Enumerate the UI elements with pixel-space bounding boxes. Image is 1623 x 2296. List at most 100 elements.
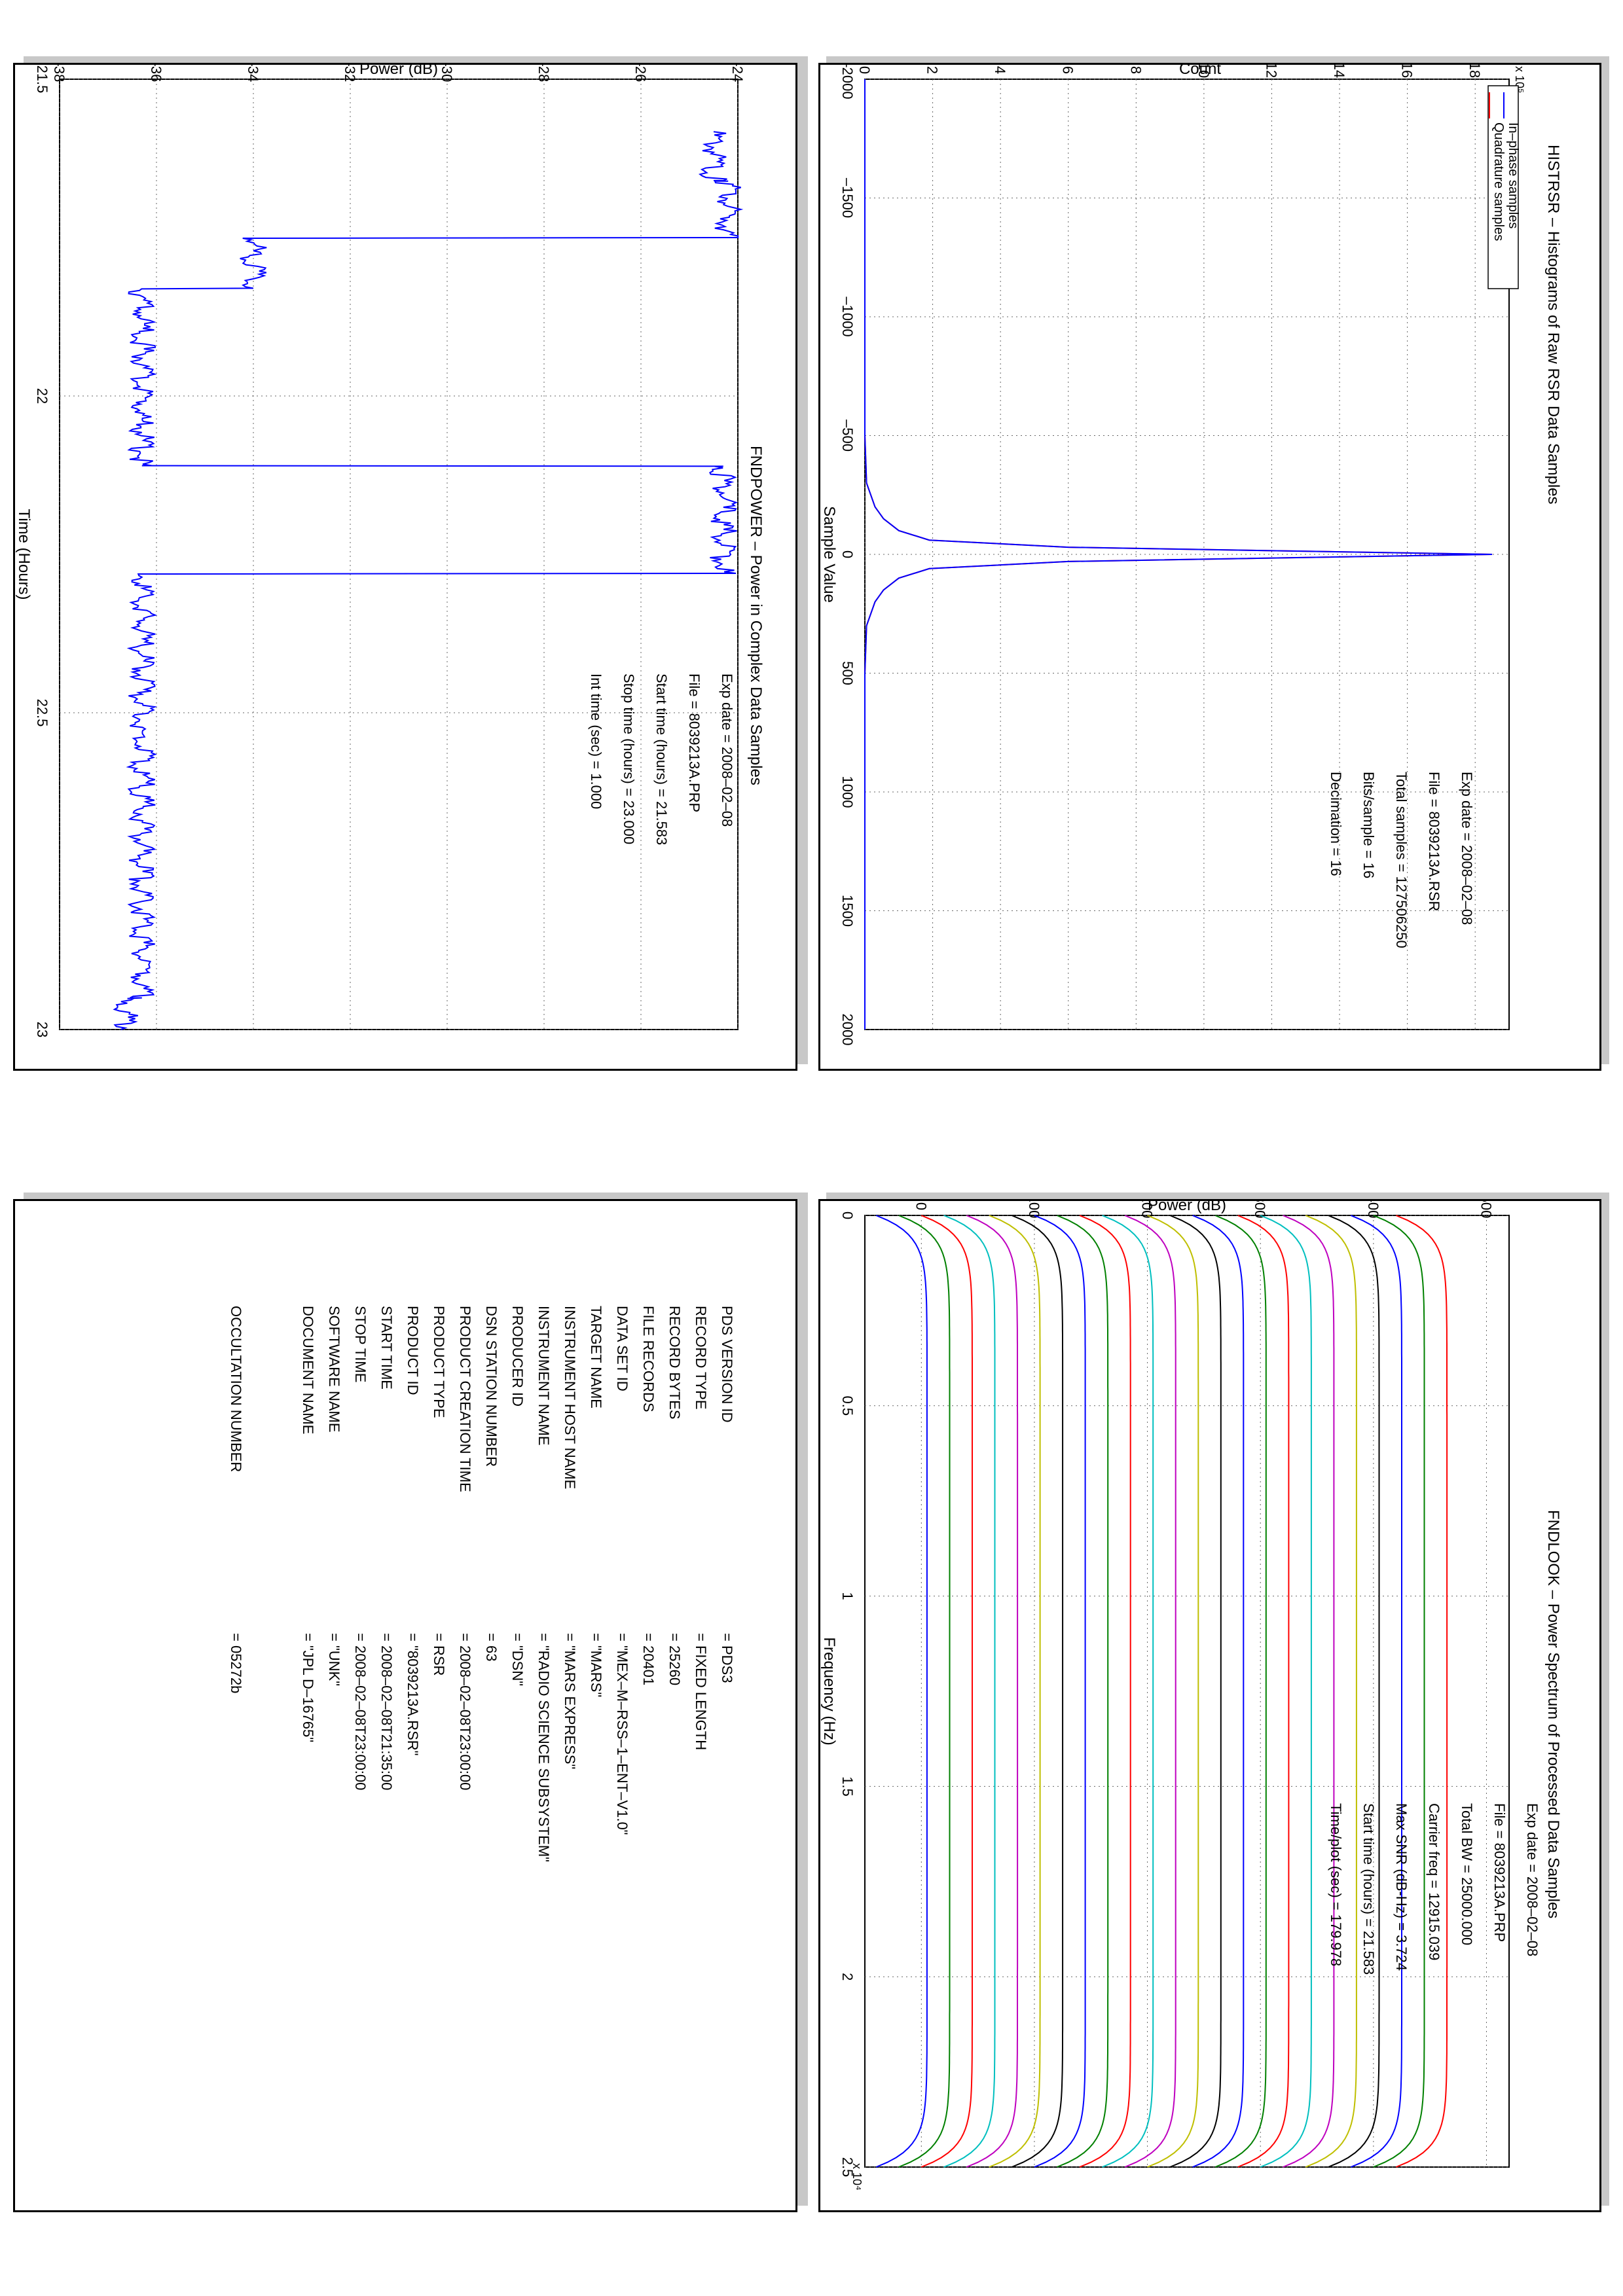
pds-label-text: PDS VERSION ID = PDS3 RECORD TYPE = FIXED L… <box>228 1306 735 1862</box>
series-line <box>1350 1215 1402 2168</box>
histogram-panel: –2000 –1500 –1000 –500 0 500 1000 1500 2000 0 2 4 6 8… <box>818 59 1601 1071</box>
y-tick-label: –30 <box>439 65 455 82</box>
label-value: = FIXED LENGTH <box>693 1633 709 1750</box>
x-tick-label: –500 <box>839 420 856 452</box>
label-key: PRODUCT CREATION TIME <box>457 1306 473 1492</box>
series-line <box>1034 1215 1086 2168</box>
plot-area <box>59 79 739 1030</box>
label-key: DOCUMENT NAME <box>300 1306 316 1434</box>
info-line: Time/plot (sec) = 179.978 <box>1328 1803 1344 1966</box>
x-tick-label: 2 <box>839 1973 856 1981</box>
x-axis-label: Sample Value <box>820 506 838 603</box>
y-tick-label: –34 <box>245 65 261 82</box>
y-tick-label: 2 <box>924 66 941 74</box>
label-value: = 63 <box>483 1633 500 1661</box>
series-line <box>1147 1215 1199 2168</box>
y-tick-label: 6 <box>1060 66 1076 74</box>
legend-label: Quadrature samples <box>1491 122 1506 241</box>
spectrum-panel: 0 0.5 1 1.5 2 2.5 0 100 200 300 400 500 x 10⁴ Power (… <box>818 1194 1601 2212</box>
series-line <box>1192 1215 1245 2168</box>
series-line <box>1102 1215 1154 2168</box>
y-tick-label: 18 <box>1467 65 1483 78</box>
label-value: = "8039213A.RSR" <box>405 1633 421 1755</box>
label-key: PDS VERSION ID <box>719 1306 735 1422</box>
y-tick-label: –26 <box>632 65 649 82</box>
y-tick-label: –36 <box>148 65 164 82</box>
y-tick-label: 10 <box>1195 65 1212 78</box>
y-tick-label: –32 <box>342 65 358 82</box>
label-key: STOP TIME <box>352 1306 369 1382</box>
label-key: SOFTWARE NAME <box>326 1306 342 1433</box>
x-tick-label: 1.5 <box>839 1776 856 1797</box>
label-value: = 25260 <box>666 1633 683 1685</box>
pds-label-panel: PDS VERSION ID = PDS3 RECORD TYPE = FIXED L… <box>13 1199 797 2212</box>
chart-title: FNDLOOK – Power Spectrum of Processed Da… <box>1544 1510 1562 1918</box>
y-tick-label: –28 <box>536 65 552 82</box>
series-line <box>1305 1215 1357 2168</box>
plot-area <box>864 1215 1510 2168</box>
x-tick-label: 0.5 <box>839 1396 856 1416</box>
series-line <box>1012 1215 1064 2168</box>
label-key: DATA SET ID <box>614 1306 630 1391</box>
series-line <box>921 1215 973 2168</box>
chart-title: FNDPOWER – Power in Complex Data Samples <box>747 446 765 785</box>
series-line <box>113 131 744 1030</box>
series-line <box>1396 1215 1448 2168</box>
series-line <box>898 1215 951 2168</box>
y-tick-label: 0 <box>856 66 873 74</box>
y-tick-label: –24 <box>729 65 746 82</box>
y-tick-label: 8 <box>1127 66 1144 74</box>
label-value: = 05272b <box>228 1633 244 1693</box>
x-tick-label: 23 <box>34 1022 50 1037</box>
info-line: File = 8039213A.PRP <box>686 673 702 812</box>
label-value: = "DSN" <box>509 1633 526 1686</box>
x-axis-label: Frequency (Hz) <box>820 1637 838 1745</box>
label-key: INSTRUMENT HOST NAME <box>562 1306 578 1489</box>
label-key: RECORD TYPE <box>693 1306 709 1410</box>
info-line: Exp date = 2008–02–08 <box>719 673 735 827</box>
label-key: INSTRUMENT NAME <box>536 1306 552 1446</box>
x-tick-label: 22.5 <box>34 699 50 727</box>
y-tick-label: 12 <box>1263 65 1279 78</box>
info-line: Exp date = 2008–02–08 <box>1459 772 1475 925</box>
label-key: PRODUCER ID <box>509 1306 526 1407</box>
info-line: Exp date = 2008–02–08 <box>1524 1803 1541 1956</box>
label-key: START TIME <box>378 1306 395 1390</box>
x-tick-label: 1000 <box>839 776 856 808</box>
series-line <box>1057 1215 1109 2168</box>
series-line <box>1373 1215 1425 2168</box>
y-axis-label: Power (dB) <box>1148 1201 1226 1214</box>
y-tick-label: 300 <box>1252 1201 1268 1218</box>
series-line <box>1283 1215 1335 2168</box>
series-line <box>1079 1215 1131 2168</box>
x-tick-label: 0 <box>839 550 856 558</box>
y-axis-label: Power (dB) <box>359 65 438 78</box>
info-line: Start time (hours) = 21.583 <box>653 673 670 845</box>
info-line: Int time (sec) = 1.000 <box>588 673 604 809</box>
x-tick-label: –2000 <box>839 65 856 99</box>
label-value: = "RADIO SCIENCE SUBSYSTEM" <box>536 1633 552 1862</box>
series-line <box>1237 1215 1290 2168</box>
series-line <box>966 1215 1019 2168</box>
info-line: Carrier freq = 12915.039 <box>1426 1803 1442 1960</box>
axis-exponent: x 10⁴ <box>850 2163 864 2191</box>
y-tick-label: 4 <box>992 66 1008 74</box>
label-value: = 20401 <box>640 1633 657 1685</box>
series-line <box>943 1215 996 2168</box>
label-key: RECORD BYTES <box>666 1306 683 1420</box>
y-tick-label: 500 <box>1478 1201 1494 1218</box>
info-line: File = 8039213A.PRP <box>1491 1803 1508 1942</box>
label-key: PRODUCT ID <box>405 1306 421 1395</box>
info-line: File = 8039213A.RSR <box>1426 772 1442 911</box>
x-axis-label: Time (Hours) <box>15 509 33 600</box>
info-line: Total BW = 25000.000 <box>1459 1803 1475 1945</box>
y-tick-label: 16 <box>1399 65 1415 78</box>
y-tick-label: 400 <box>1365 1201 1381 1218</box>
label-value: = PDS3 <box>719 1633 735 1683</box>
x-tick-label: 0 <box>839 1211 856 1219</box>
info-line: Start time (hours) = 21.583 <box>1360 1803 1377 1975</box>
series-line <box>1169 1215 1222 2168</box>
label-value: = "MARS" <box>588 1633 604 1697</box>
series-line <box>1214 1215 1267 2168</box>
